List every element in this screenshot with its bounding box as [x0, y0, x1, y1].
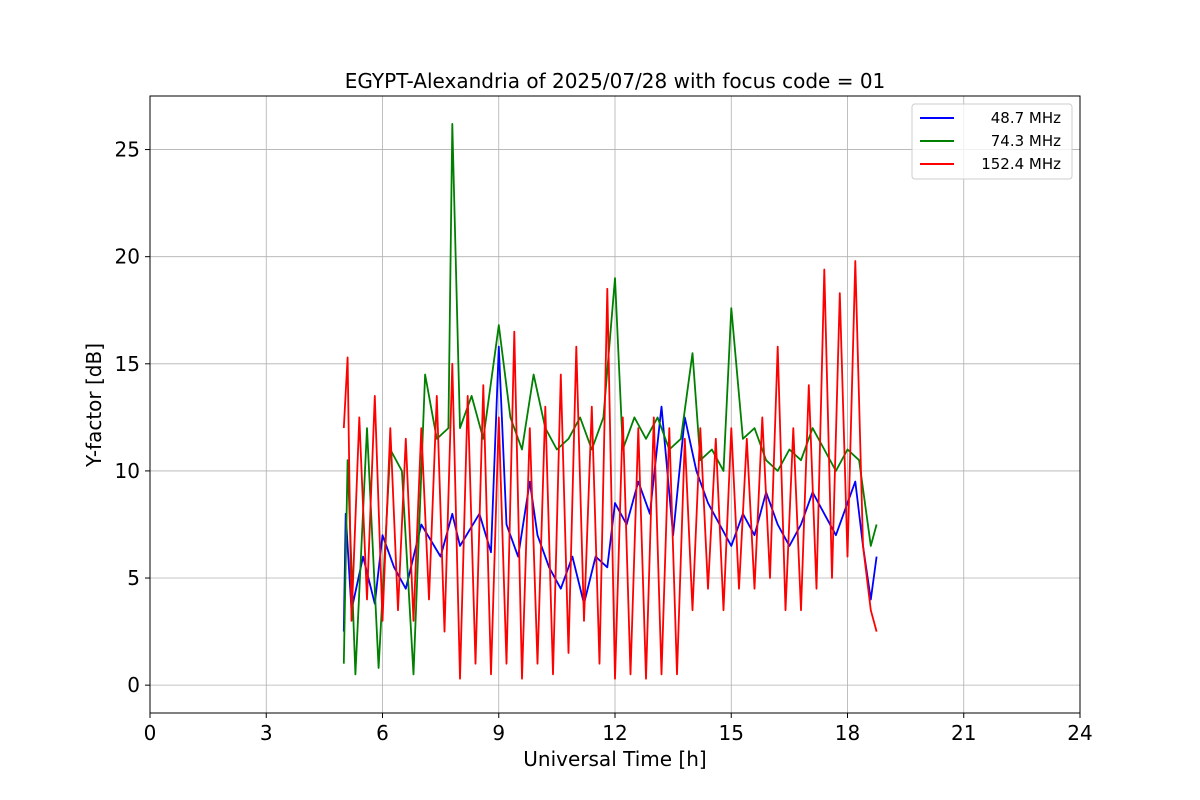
y-axis-ticks: 0 5 10 15 20 25	[115, 138, 150, 697]
legend: 48.7 MHz 74.3 MHz 152.4 MHz	[911, 103, 1073, 180]
x-tick-label: 9	[492, 721, 505, 745]
x-tick-label: 21	[951, 721, 976, 745]
x-axis-label: Universal Time [h]	[523, 747, 706, 771]
y-tick-label: 0	[127, 673, 140, 697]
x-tick-label: 12	[602, 721, 627, 745]
legend-label: 74.3 MHz	[991, 132, 1061, 150]
x-axis-ticks: 0 3 6 9 12 15 18 21 24	[144, 713, 1093, 745]
x-tick-label: 6	[376, 721, 389, 745]
x-tick-label: 0	[144, 721, 157, 745]
legend-label: 152.4 MHz	[981, 155, 1061, 173]
x-tick-label: 3	[260, 721, 273, 745]
plot-series	[342, 123, 878, 680]
y-tick-label: 10	[115, 459, 140, 483]
series-line-152-4-mhz	[342, 260, 878, 680]
y-tick-label: 20	[115, 245, 140, 269]
series-line-48-7-mhz	[342, 345, 878, 632]
y-tick-label: 25	[115, 138, 140, 162]
y-tick-label: 15	[115, 352, 140, 376]
chart-title: EGYPT-Alexandria of 2025/07/28 with focu…	[345, 69, 886, 93]
x-tick-label: 24	[1067, 721, 1092, 745]
y-axis-label: Y-factor [dB]	[82, 343, 106, 468]
y-tick-label: 5	[127, 566, 140, 590]
legend-box	[911, 103, 1073, 180]
x-tick-label: 15	[719, 721, 744, 745]
legend-label: 48.7 MHz	[991, 109, 1061, 127]
x-tick-label: 18	[835, 721, 860, 745]
